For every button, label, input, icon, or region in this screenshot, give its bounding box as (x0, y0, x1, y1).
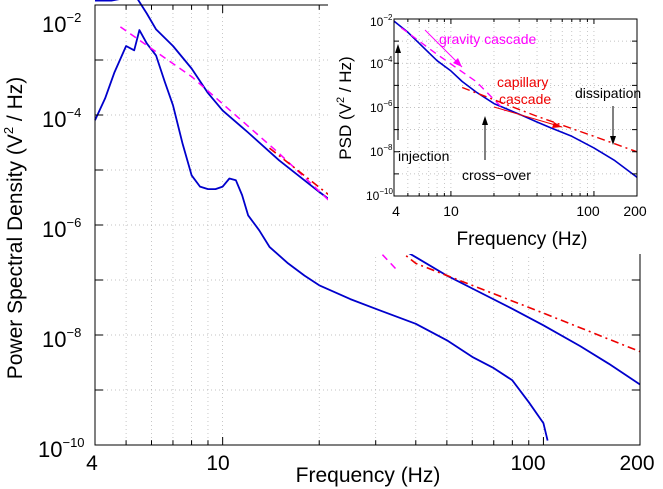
inset-y-axis-label-sup: 2 (335, 97, 347, 103)
main-x-tick-label: 4 (86, 452, 98, 475)
inset-y-tick-base: 10 (366, 189, 380, 203)
inset-y-tick-label: 10−6 (370, 99, 393, 115)
inset-y-tick-base: 10 (370, 145, 384, 159)
main-y-tick-label: 10−4 (42, 105, 81, 132)
capillary-label: capillary (497, 74, 548, 90)
main-y-tick-label: 10−8 (42, 325, 81, 352)
cross-over-arrowhead (482, 116, 488, 125)
inset-chart: 4 10 100 200 10−10 10−8 10−6 10−4 10−2 F… (335, 13, 647, 250)
inset-grid (394, 19, 637, 196)
main-y-tick-label: 10−6 (42, 215, 81, 242)
cross-over-label: cross−over (462, 167, 531, 183)
inset-y-tick-base: 10 (370, 101, 384, 115)
dissipation-arrowhead (610, 136, 616, 145)
inset-x-tick-label: 200 (623, 203, 647, 219)
main-y-axis-label-main: Power Spectral Density (V (4, 134, 27, 379)
gravity-cascade-label: gravity cascade (439, 31, 536, 47)
main-y-tick-exp: −6 (66, 215, 81, 230)
gravity-cascade-arrowhead (453, 58, 462, 67)
main-x-tick-labels: 4 10 100 200 (86, 452, 654, 475)
inset-annotations: gravity cascade capillary cascade dissip… (398, 31, 641, 183)
inset-y-tick-exp: −4 (383, 55, 393, 64)
inset-y-tick-exp: −10 (379, 187, 393, 196)
main-x-tick-label: 10 (206, 452, 229, 475)
main-y-tick-exp: −4 (66, 105, 81, 120)
inset-y-tick-exp: −8 (383, 143, 393, 152)
main-y-axis-label-tail: / Hz) (4, 77, 27, 127)
inset-series-layer (393, 20, 638, 178)
main-y-tick-labels: 10−10 10−8 10−6 10−4 10−2 (38, 10, 85, 462)
inset-y-tick-exp: −2 (383, 13, 393, 22)
injection-label: injection (398, 148, 449, 164)
inset-annotation-arrows (395, 29, 616, 160)
inset-x-tick-label: 4 (392, 203, 400, 219)
inset-y-tick-label: 10−8 (370, 143, 393, 159)
inset-y-tick-base: 10 (370, 57, 384, 71)
inset-x-axis-label: Frequency (Hz) (457, 229, 588, 250)
inset-y-tick-label: 10−2 (370, 13, 393, 29)
capillary-cascade-arrow (493, 106, 563, 128)
inset-y-tick-exp: −6 (383, 99, 393, 108)
inset-series-line (393, 20, 638, 178)
main-y-tick-exp: −8 (66, 325, 81, 340)
main-y-tick-base: 10 (42, 327, 66, 352)
inset-x-tick-label: 100 (576, 203, 600, 219)
main-y-tick-label: 10−2 (42, 10, 81, 37)
inset-y-axis-label-main: PSD (V (336, 102, 355, 159)
inset-y-axis-label-tail: / Hz) (336, 56, 355, 97)
main-x-tick-label: 200 (619, 452, 654, 475)
inset-series-line (461, 86, 638, 153)
main-y-tick-exp: −10 (62, 435, 84, 450)
main-y-tick-base: 10 (42, 107, 66, 132)
main-y-axis-label-sup: 2 (1, 127, 16, 134)
injection-arrowhead (395, 44, 401, 53)
inset-y-tick-base: 10 (370, 15, 384, 29)
main-y-tick-label: 10−10 (38, 435, 85, 462)
main-y-tick-base: 10 (42, 12, 66, 37)
main-x-tick-label: 100 (510, 452, 545, 475)
inset-x-tick-label: 10 (443, 203, 459, 219)
inset-y-axis-label: PSD (V2 / Hz) (335, 56, 355, 159)
inset-y-tick-label: 10−4 (370, 55, 393, 71)
inset-y-tick-label: 10−10 (366, 187, 393, 203)
inset-x-tick-labels: 4 10 100 200 (392, 203, 647, 219)
main-x-axis-label: Frequency (Hz) (296, 464, 441, 487)
main-y-tick-base: 10 (42, 217, 66, 242)
main-y-axis-label: Power Spectral Density (V2 / Hz) (1, 77, 27, 380)
capillary-cascade-arrowhead (552, 122, 562, 128)
inset-ticks (393, 18, 638, 197)
inset-series-line (400, 27, 506, 112)
main-y-tick-base: 10 (38, 437, 62, 462)
inset-y-tick-labels: 10−10 10−8 10−6 10−4 10−2 (366, 13, 393, 203)
dissipation-label: dissipation (575, 85, 641, 101)
cascade-label: cascade (499, 91, 551, 107)
main-series-line (94, 29, 549, 441)
inset-background (328, 4, 663, 254)
main-series-line (95, 0, 641, 386)
main-y-tick-exp: −2 (66, 10, 81, 25)
